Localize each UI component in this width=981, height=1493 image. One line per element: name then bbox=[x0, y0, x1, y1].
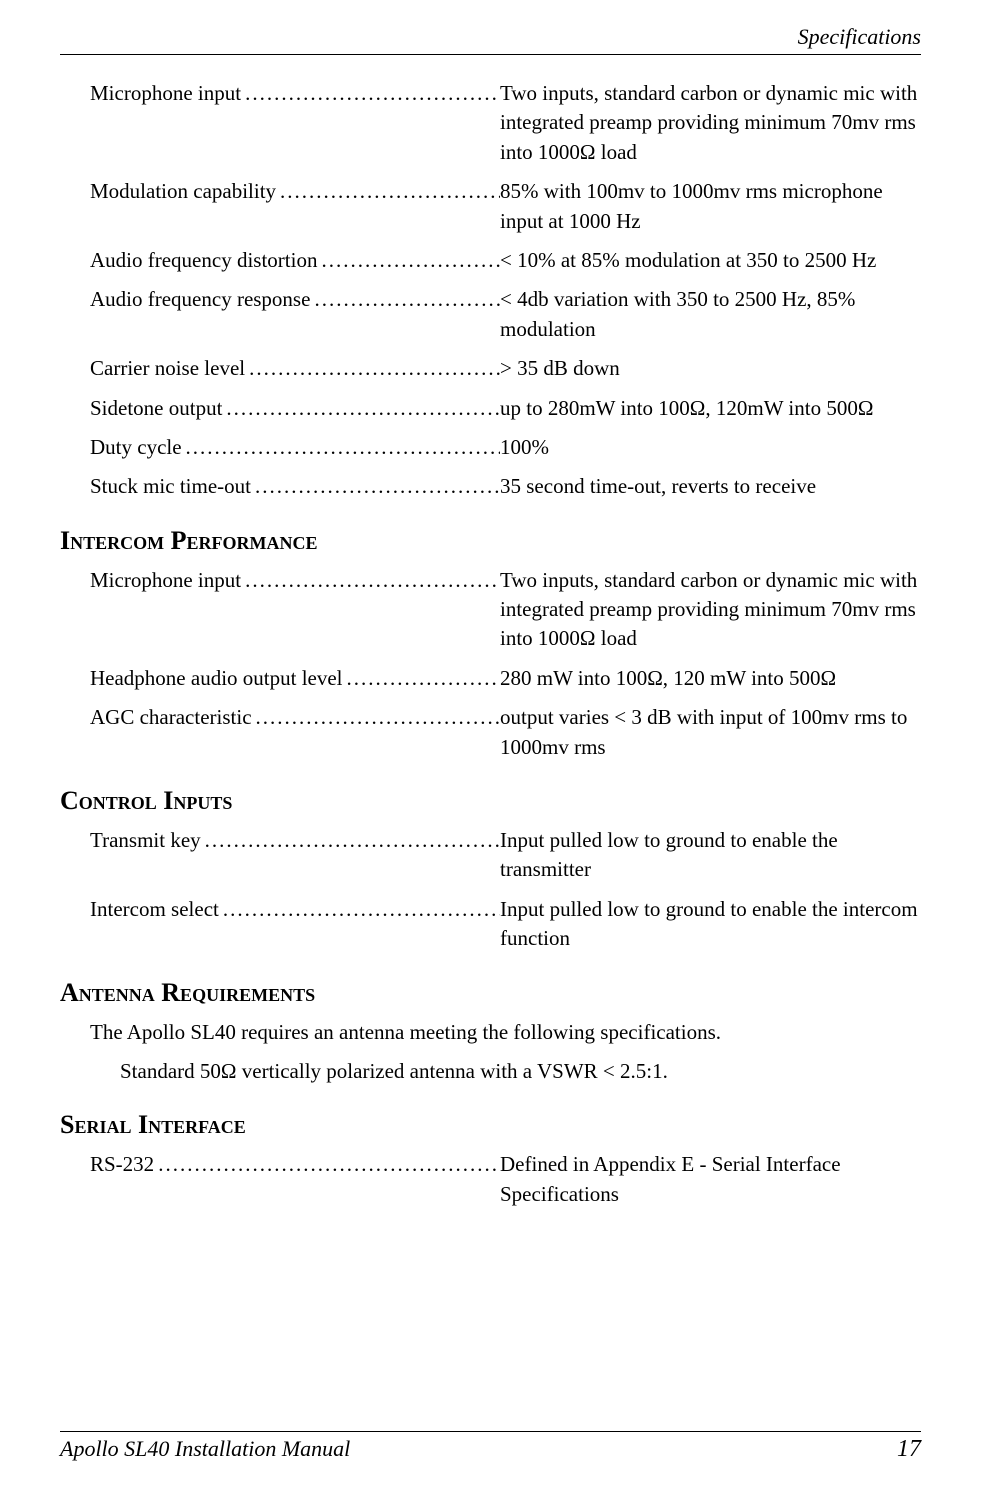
spec-label-wrap: AGC characteristic bbox=[90, 703, 500, 732]
spec-label: Sidetone output bbox=[90, 394, 222, 423]
leader-dots bbox=[276, 177, 500, 206]
spec-label-wrap: RS-232 bbox=[90, 1150, 500, 1179]
spec-label: Intercom select bbox=[90, 895, 219, 924]
spec-value: Defined in Appendix E - Serial Interface… bbox=[500, 1150, 921, 1209]
leader-dots bbox=[154, 1150, 500, 1179]
antenna-paragraph: The Apollo SL40 requires an antenna meet… bbox=[60, 1018, 921, 1047]
spec-label-wrap: Audio frequency response bbox=[90, 285, 500, 314]
leader-dots bbox=[222, 394, 500, 423]
spec-label: Stuck mic time-out bbox=[90, 472, 251, 501]
spec-label-wrap: Microphone input bbox=[90, 79, 500, 108]
spec-label-wrap: Headphone audio output level bbox=[90, 664, 500, 693]
spec-value: 280 mW into 100Ω, 120 mW into 500Ω bbox=[500, 664, 921, 693]
spec-label: AGC characteristic bbox=[90, 703, 252, 732]
leader-dots bbox=[317, 246, 500, 275]
serial-spec-list: RS-232 Defined in Appendix E - Serial In… bbox=[60, 1150, 921, 1209]
spec-label: Audio frequency response bbox=[90, 285, 310, 314]
spec-label-wrap: Sidetone output bbox=[90, 394, 500, 423]
antenna-sub-paragraph: Standard 50Ω vertically polarized antenn… bbox=[60, 1057, 921, 1086]
spec-row: Audio frequency response < 4db variation… bbox=[90, 285, 921, 344]
spec-row: Headphone audio output level 280 mW into… bbox=[90, 664, 921, 693]
spec-row: Modulation capability 85% with 100mv to … bbox=[90, 177, 921, 236]
spec-label-wrap: Microphone input bbox=[90, 566, 500, 595]
spec-label-wrap: Transmit key bbox=[90, 826, 500, 855]
spec-value: Two inputs, standard carbon or dynamic m… bbox=[500, 79, 921, 167]
spec-label-wrap: Carrier noise level bbox=[90, 354, 500, 383]
leader-dots bbox=[241, 79, 500, 108]
spec-label: Microphone input bbox=[90, 566, 241, 595]
spec-value: > 35 dB down bbox=[500, 354, 921, 383]
leader-dots bbox=[219, 895, 500, 924]
top-spec-list: Microphone input Two inputs, standard ca… bbox=[60, 79, 921, 502]
leader-dots bbox=[201, 826, 500, 855]
leader-dots bbox=[343, 664, 500, 693]
spec-label-wrap: Intercom select bbox=[90, 895, 500, 924]
antenna-heading: Antenna Requirements bbox=[60, 978, 921, 1008]
spec-value: 100% bbox=[500, 433, 921, 462]
spec-row: Transmit key Input pulled low to ground … bbox=[90, 826, 921, 885]
leader-dots bbox=[310, 285, 500, 314]
spec-label: Transmit key bbox=[90, 826, 201, 855]
spec-label: Modulation capability bbox=[90, 177, 276, 206]
page-footer: Apollo SL40 Installation Manual 17 bbox=[60, 1431, 921, 1463]
spec-value: < 4db variation with 350 to 2500 Hz, 85%… bbox=[500, 285, 921, 344]
content-area: Microphone input Two inputs, standard ca… bbox=[60, 79, 921, 1209]
spec-label: RS-232 bbox=[90, 1150, 154, 1179]
spec-label-wrap: Modulation capability bbox=[90, 177, 500, 206]
spec-label: Audio frequency distortion bbox=[90, 246, 317, 275]
leader-dots bbox=[182, 433, 500, 462]
spec-label: Duty cycle bbox=[90, 433, 182, 462]
control-inputs-heading: Control Inputs bbox=[60, 786, 921, 816]
header-title: Specifications bbox=[798, 24, 921, 49]
spec-value: Input pulled low to ground to enable the… bbox=[500, 895, 921, 954]
spec-row: RS-232 Defined in Appendix E - Serial In… bbox=[90, 1150, 921, 1209]
spec-label: Headphone audio output level bbox=[90, 664, 343, 693]
intercom-spec-list: Microphone input Two inputs, standard ca… bbox=[60, 566, 921, 762]
leader-dots bbox=[252, 703, 500, 732]
spec-value: Two inputs, standard carbon or dynamic m… bbox=[500, 566, 921, 654]
spec-row: AGC characteristic output varies < 3 dB … bbox=[90, 703, 921, 762]
spec-value: up to 280mW into 100Ω, 120mW into 500Ω bbox=[500, 394, 921, 423]
spec-row: Microphone input Two inputs, standard ca… bbox=[90, 79, 921, 167]
footer-manual-title: Apollo SL40 Installation Manual bbox=[60, 1436, 350, 1462]
spec-row: Duty cycle 100% bbox=[90, 433, 921, 462]
spec-row: Carrier noise level > 35 dB down bbox=[90, 354, 921, 383]
spec-value: < 10% at 85% modulation at 350 to 2500 H… bbox=[500, 246, 921, 275]
spec-label: Carrier noise level bbox=[90, 354, 245, 383]
footer-page-number: 17 bbox=[897, 1436, 921, 1463]
spec-row: Audio frequency distortion < 10% at 85% … bbox=[90, 246, 921, 275]
spec-label-wrap: Stuck mic time-out bbox=[90, 472, 500, 501]
spec-value: Input pulled low to ground to enable the… bbox=[500, 826, 921, 885]
spec-label: Microphone input bbox=[90, 79, 241, 108]
spec-row: Microphone input Two inputs, standard ca… bbox=[90, 566, 921, 654]
spec-label-wrap: Duty cycle bbox=[90, 433, 500, 462]
spec-label-wrap: Audio frequency distortion bbox=[90, 246, 500, 275]
spec-value: output varies < 3 dB with input of 100mv… bbox=[500, 703, 921, 762]
leader-dots bbox=[251, 472, 500, 501]
spec-row: Sidetone output up to 280mW into 100Ω, 1… bbox=[90, 394, 921, 423]
spec-row: Stuck mic time-out 35 second time-out, r… bbox=[90, 472, 921, 501]
control-inputs-spec-list: Transmit key Input pulled low to ground … bbox=[60, 826, 921, 954]
leader-dots bbox=[241, 566, 500, 595]
leader-dots bbox=[245, 354, 500, 383]
page-header: Specifications bbox=[60, 24, 921, 55]
spec-value: 35 second time-out, reverts to receive bbox=[500, 472, 921, 501]
serial-heading: Serial Interface bbox=[60, 1110, 921, 1140]
intercom-heading: Intercom Performance bbox=[60, 526, 921, 556]
spec-value: 85% with 100mv to 1000mv rms microphone … bbox=[500, 177, 921, 236]
spec-row: Intercom select Input pulled low to grou… bbox=[90, 895, 921, 954]
